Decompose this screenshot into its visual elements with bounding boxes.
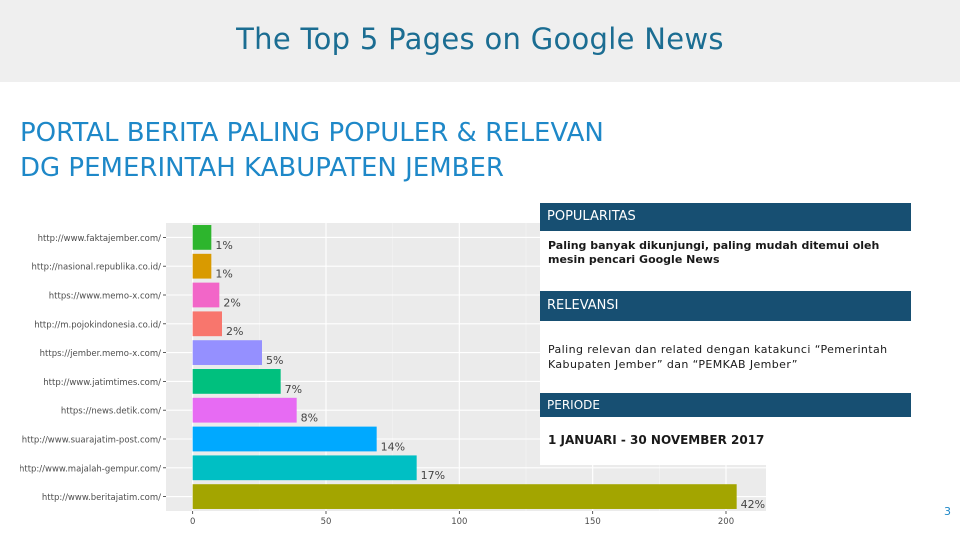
data-label: 5% [266, 354, 283, 367]
bar [192, 455, 417, 481]
period-text: 1 JANUARI - 30 NOVEMBER 2017 [548, 433, 765, 447]
data-label: 1% [215, 239, 232, 252]
relevance-text: Paling relevan dan related dengan kataku… [548, 343, 888, 371]
heading-line-2: DG PEMERINTAH KABUPATEN JEMBER [20, 153, 504, 183]
x-tick-label: 150 [585, 517, 601, 527]
bar [192, 369, 281, 394]
x-tick-label: 100 [451, 517, 467, 527]
category-label: http://nasional.republika.co.id/ [32, 263, 162, 273]
data-label: 8% [301, 412, 318, 425]
period-heading: PERIODE [540, 393, 911, 417]
category-label: https://news.detik.com/ [61, 407, 161, 417]
bar [192, 225, 212, 250]
header-band [0, 0, 960, 82]
x-tick-label: 200 [718, 517, 734, 527]
heading-line-1: PORTAL BERITA PALING POPULER & RELEVAN [20, 118, 604, 148]
category-label: https://www.memo-x.com/ [49, 292, 161, 302]
category-label: http://www.faktajember.com/ [38, 234, 162, 244]
bar [192, 311, 222, 337]
info-panel: POPULARITAS Paling banyak dikunjungi, pa… [540, 203, 911, 465]
data-label: 42% [741, 498, 765, 511]
data-label: 17% [421, 469, 445, 482]
bar [192, 426, 377, 452]
x-tick-label: 0 [190, 517, 195, 527]
bar [192, 282, 220, 308]
bar [192, 484, 737, 509]
section-heading: PORTAL BERITA PALING POPULER & RELEVAN D… [20, 116, 604, 186]
category-label: http://www.jatimtimes.com/ [43, 378, 161, 388]
popularity-heading: POPULARITAS [540, 203, 911, 231]
popularity-text: Paling banyak dikunjungi, paling mudah d… [548, 239, 880, 266]
data-label: 7% [285, 383, 302, 396]
relevance-heading: RELEVANSI [540, 291, 911, 321]
category-label: http://m.pojokindonesia.co.id/ [34, 320, 161, 330]
category-label: http://www.suarajatim-post.com/ [22, 436, 161, 446]
data-label: 2% [226, 325, 243, 338]
data-label: 2% [223, 296, 240, 309]
bar [192, 253, 212, 279]
x-tick-label: 50 [321, 517, 332, 527]
category-label: https://jember.memo-x.com/ [40, 349, 161, 359]
data-label: 1% [215, 268, 232, 281]
page-number: 3 [944, 505, 951, 518]
slide-title: The Top 5 Pages on Google News [236, 22, 724, 56]
category-label: http://www.majalah-gempur.com/ [20, 464, 161, 474]
bar [192, 397, 297, 423]
bar [192, 340, 262, 365]
data-label: 14% [381, 440, 405, 453]
category-label: http://www.beritajatim.com/ [42, 493, 161, 503]
